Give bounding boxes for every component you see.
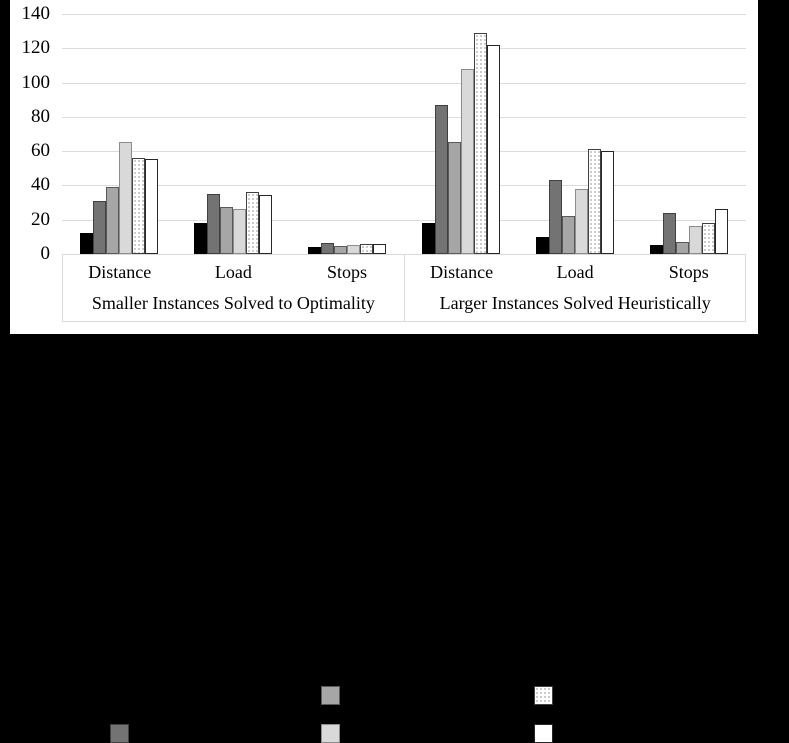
- bar-light-gray: [461, 69, 474, 254]
- category-axis: Distance Load Stops Smaller Instances So…: [62, 254, 746, 322]
- bar-light-gray: [119, 142, 132, 254]
- bar-dark-gray: [207, 194, 220, 254]
- category-row: Distance Load Stops: [63, 255, 404, 289]
- bar-dark-gray: [435, 105, 448, 254]
- bar-plain-white: [487, 45, 500, 254]
- bar-light-gray: [347, 245, 360, 254]
- gridline: [62, 14, 746, 15]
- gridline: [62, 151, 746, 153]
- bar-solid-black: [536, 237, 549, 254]
- y-axis-tick-label: 100: [21, 71, 51, 93]
- bar-group-1: [176, 14, 290, 254]
- bar-group-0: [62, 14, 176, 254]
- plot-area: [62, 14, 746, 254]
- bar-medium-gray: [334, 246, 347, 254]
- gridline: [62, 185, 746, 187]
- bar-medium-gray: [106, 187, 119, 254]
- bar-plain-white: [145, 159, 158, 254]
- y-axis-tick-label: 120: [21, 37, 51, 59]
- axis-panel-smaller: Distance Load Stops Smaller Instances So…: [63, 255, 404, 321]
- bar-solid-black: [650, 245, 663, 254]
- bar-medium-gray: [220, 207, 233, 254]
- legend-swatch-medium-gray: [321, 686, 340, 705]
- y-axis: 0 20 40 60 80 100 120 140: [0, 0, 56, 280]
- legend: [0, 334, 789, 743]
- bar-dotted-white: [132, 158, 145, 254]
- bar-light-gray: [233, 209, 246, 254]
- bar-plain-white: [259, 195, 272, 254]
- bar-medium-gray: [676, 242, 689, 254]
- legend-swatch-dotted-white: [534, 686, 553, 705]
- category-row: Distance Load Stops: [405, 255, 746, 289]
- legend-swatch-light-gray: [321, 724, 340, 743]
- bar-dotted-white: [702, 223, 715, 254]
- bar-dotted-white: [588, 149, 601, 254]
- bar-medium-gray: [448, 142, 461, 254]
- y-axis-tick-label: 60: [31, 140, 50, 162]
- bar-solid-black: [308, 247, 321, 254]
- category-label: Distance: [430, 262, 494, 282]
- axis-group-label: Smaller Instances Solved to Optimality: [91, 293, 375, 313]
- gridline: [62, 219, 746, 221]
- category-label: Stops: [326, 262, 367, 282]
- bar-solid-black: [80, 233, 93, 254]
- bar-plain-white: [715, 209, 728, 254]
- category-label: Stops: [668, 262, 709, 282]
- y-axis-tick-label: 80: [31, 105, 50, 127]
- bar-group-2: [290, 14, 404, 254]
- y-axis-tick-label: 40: [31, 174, 50, 196]
- bar-dark-gray: [321, 243, 334, 254]
- axis-panel-larger: Distance Load Stops Larger Instances Sol…: [403, 255, 746, 321]
- bar-light-gray: [689, 226, 702, 254]
- bar-plain-white: [601, 151, 614, 254]
- bar-dotted-white: [474, 33, 487, 254]
- legend-swatch-plain-white: [534, 724, 553, 743]
- bar-light-gray: [575, 189, 588, 254]
- y-axis-tick-label: 20: [31, 208, 50, 230]
- axis-group-label: Larger Instances Solved Heuristically: [439, 293, 711, 313]
- bar-group-3: [404, 14, 518, 254]
- y-axis-tick-label: 0: [40, 243, 51, 264]
- bar-dark-gray: [663, 213, 676, 254]
- category-label: Load: [556, 262, 594, 282]
- bar-plain-white: [373, 244, 386, 254]
- bar-dotted-white: [246, 192, 259, 254]
- bar-dark-gray: [549, 180, 562, 254]
- bar-solid-black: [194, 223, 207, 254]
- gridline: [62, 82, 746, 84]
- gridline: [62, 116, 746, 118]
- bar-group-4: [518, 14, 632, 254]
- legend-swatch-dark-gray: [110, 724, 129, 743]
- bar-dotted-white: [360, 244, 373, 254]
- bar-group-5: [632, 14, 746, 254]
- gridline: [62, 48, 746, 50]
- bar-medium-gray: [562, 216, 575, 254]
- bar-dark-gray: [93, 201, 106, 254]
- legend-swatch-solid-black: [110, 686, 129, 705]
- y-axis-tick-label: 140: [21, 3, 51, 24]
- category-label: Distance: [88, 262, 152, 282]
- category-label: Load: [214, 262, 252, 282]
- bar-solid-black: [422, 223, 435, 254]
